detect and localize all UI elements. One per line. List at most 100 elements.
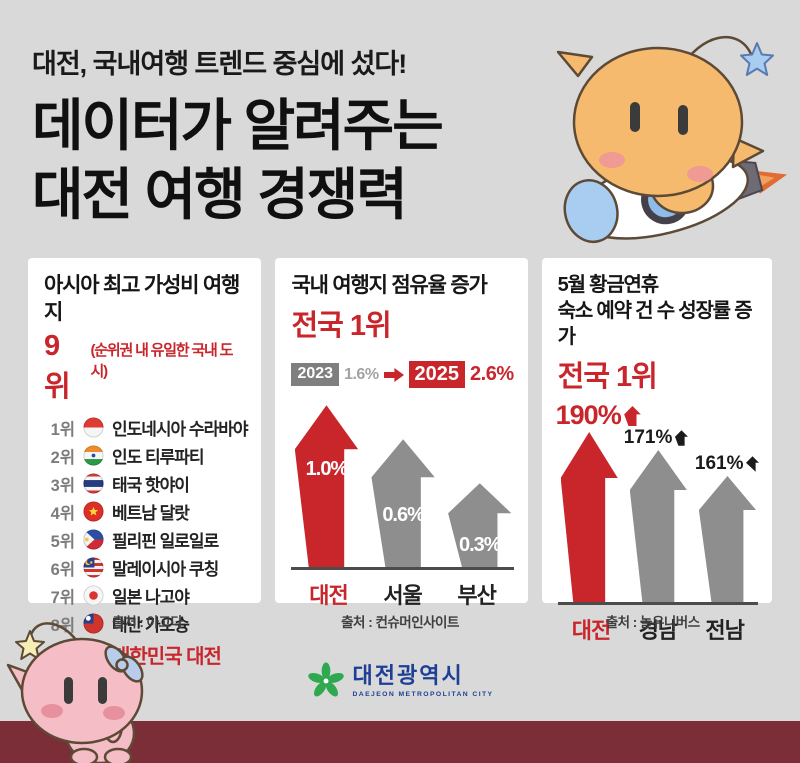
destination-label: 대만 가오슝 xyxy=(112,616,190,636)
growth-label-daejeon: 190% xyxy=(556,400,641,431)
malaysia-flag-icon xyxy=(83,557,104,578)
value-2023: 1.6% xyxy=(344,365,379,383)
ranking-row: 3위 태국 핫야이 xyxy=(44,470,247,498)
source-consumerinsight: 출처 : 컨슈머인사이트 xyxy=(341,615,459,630)
page-title-line2: 대전 여행 경쟁력 xyxy=(32,163,408,227)
right-arrow-icon xyxy=(383,367,404,382)
rank-label: 7위 xyxy=(50,588,75,607)
destination-label: 말레이시아 쿠칭 xyxy=(112,560,219,580)
rank-label: 1위 xyxy=(50,420,75,439)
panel-growth-chart: 5월 황금연휴 숙소 예약 건 수 성장률 증가 전국 1위 190% 171%… xyxy=(541,258,772,643)
ranking-row: 2위 인도 티루파티 xyxy=(44,442,247,470)
ranking-row: 8위 대만 가오슝 xyxy=(44,610,247,638)
year-badge-2023: 2023 xyxy=(291,363,340,387)
daejeon-emblem-icon xyxy=(307,662,344,697)
rank-label: 6위 xyxy=(50,560,75,579)
rank-headline: 9위 (순위권 내 유일한 국내 도시) xyxy=(44,330,247,405)
bar-seoul xyxy=(371,439,435,568)
category-gyeongnam: 경남 xyxy=(638,618,678,643)
ranking-list: 1위 인도네시아 수라바야 2위 인도 티루파티 xyxy=(44,414,248,670)
panel-title: 국내 여행지 점유율 증가 xyxy=(291,274,487,297)
category-jeonnam: 전남 xyxy=(705,618,744,643)
growth-bar-chart: 190% 171% 161% xyxy=(556,399,760,605)
page-title-line1: 데이터가 알려주는 xyxy=(32,94,444,157)
up-arrow-icon xyxy=(746,456,760,472)
logo-subtext: DAEJEON METROPOLITAN CITY xyxy=(352,690,494,698)
rank-label: 3위 xyxy=(50,476,75,495)
destination-label: 일본 나고야 xyxy=(112,588,190,608)
philippines-flag-icon xyxy=(83,529,104,550)
daejeon-city-logo: 대전광역시 DAEJEON METROPOLITAN CITY xyxy=(0,662,800,700)
category-labels: 대전 서울 부산 xyxy=(291,578,513,610)
vietnam-flag-icon xyxy=(83,501,104,522)
destination-label: 베트남 달랏 xyxy=(112,504,190,524)
rocket-mascot-icon xyxy=(556,36,788,244)
pink-mascot-icon xyxy=(6,622,144,763)
ranking-row: 1위 인도네시아 수라바야 xyxy=(44,414,248,442)
value-2025: 2.6% xyxy=(470,363,514,386)
growth-label-jeonnam: 161% xyxy=(695,453,760,475)
rank-label: 2위 xyxy=(50,448,75,467)
destination-label: 필리핀 일로일로 xyxy=(112,532,219,552)
category-labels: 대전 경남 전남 xyxy=(558,613,758,645)
up-arrow-icon xyxy=(675,430,689,446)
share-bar-chart: 1.0% 0.6% 0.3% xyxy=(291,400,514,571)
source-agoda: 출처 : 아고다 xyxy=(112,615,183,630)
category-daejeon: 대전 xyxy=(571,618,611,643)
japan-flag-icon xyxy=(83,585,104,606)
source-nol-universe: 출처 : 놀유니버스 xyxy=(605,615,700,630)
kicker-text: 대전, 국내여행 트렌드 중심에 섰다! xyxy=(32,49,407,79)
logo-text: 대전광역시 DAEJEON METROPOLITAN CITY xyxy=(352,663,494,698)
rank-label: 5위 xyxy=(50,532,75,551)
rank-note: (순위권 내 유일한 국내 도시) xyxy=(90,341,234,380)
destination-label: 인도 티루파티 xyxy=(112,448,205,468)
bar-daejeon xyxy=(560,432,618,602)
bar-gyeongnam xyxy=(629,450,687,602)
page-title: 데이터가 알려주는 대전 여행 경쟁력 xyxy=(32,91,444,230)
ranking-row: 4위 베트남 달랏 xyxy=(44,498,247,526)
panel-title-line1: 5월 황금연휴 xyxy=(557,274,659,296)
category-daejeon: 대전 xyxy=(309,583,348,609)
category-seoul: 서울 xyxy=(383,583,422,609)
panel-title-line2: 숙소 예약 건 수 성장률 증가 xyxy=(557,300,753,348)
destination-label: 대한민국 대전 xyxy=(112,645,222,668)
up-arrow-icon xyxy=(623,405,641,426)
star-icon xyxy=(15,630,45,660)
bow-icon xyxy=(104,645,144,683)
thailand-flag-icon xyxy=(83,473,104,494)
star-icon xyxy=(740,42,774,76)
rank-number: 9위 xyxy=(44,329,71,403)
panel-headline: 전국 1위 xyxy=(557,361,658,393)
bar-value-label: 1.0% xyxy=(305,458,349,481)
logo-name: 대전광역시 xyxy=(352,663,464,689)
growth-label-gyeongnam: 171% xyxy=(624,427,689,449)
rank-label: 8위 xyxy=(50,616,75,635)
ranking-row: 6위 말레이시아 쿠칭 xyxy=(44,554,247,582)
chart-baseline xyxy=(557,602,758,605)
destination-label: 인도네시아 수라바야 xyxy=(112,420,248,440)
panel-share-chart: 국내 여행지 점유율 증가 전국 1위 2023 1.6% 2025 2.6% … xyxy=(275,258,528,608)
bar-value-label: 0.6% xyxy=(382,504,425,527)
panel-title: 5월 황금연휴 숙소 예약 건 수 성장률 증가 xyxy=(558,272,758,350)
sources-row: 출처 : 아고다 출처 : 컨슈머인사이트 출처 : 놀유니버스 xyxy=(28,611,772,631)
bar-daejeon xyxy=(294,405,359,568)
indonesia-flag-icon xyxy=(83,417,104,438)
year-comparison: 2023 1.6% 2025 2.6% xyxy=(291,361,514,389)
year-badge-2025: 2025 xyxy=(408,361,466,389)
panel-headline: 전국 1위 xyxy=(291,310,391,343)
ranking-row: 5위 필리핀 일로일로 xyxy=(44,526,247,554)
ranking-row: 7위 일본 나고야 xyxy=(44,582,247,610)
rank-label: 4위 xyxy=(50,504,75,523)
bar-jeonnam xyxy=(698,476,756,602)
panels-row: 아시아 최고 가성비 여행지 9위 (순위권 내 유일한 국내 도시) 1위 인… xyxy=(28,258,772,668)
india-flag-icon xyxy=(83,445,104,466)
panel-asia-ranking: 아시아 최고 가성비 여행지 9위 (순위권 내 유일한 국내 도시) 1위 인… xyxy=(28,258,262,668)
bar-value-label: 0.3% xyxy=(458,534,502,557)
taiwan-flag-icon xyxy=(83,613,104,634)
category-busan: 부산 xyxy=(457,583,496,609)
panel-title: 아시아 최고 가성비 여행지 xyxy=(44,274,240,325)
header: 대전, 국내여행 트렌드 중심에 섰다! 데이터가 알려주는 대전 여행 경쟁력 xyxy=(32,42,444,230)
chart-baseline xyxy=(291,567,514,571)
destination-label: 태국 핫야이 xyxy=(112,476,190,496)
